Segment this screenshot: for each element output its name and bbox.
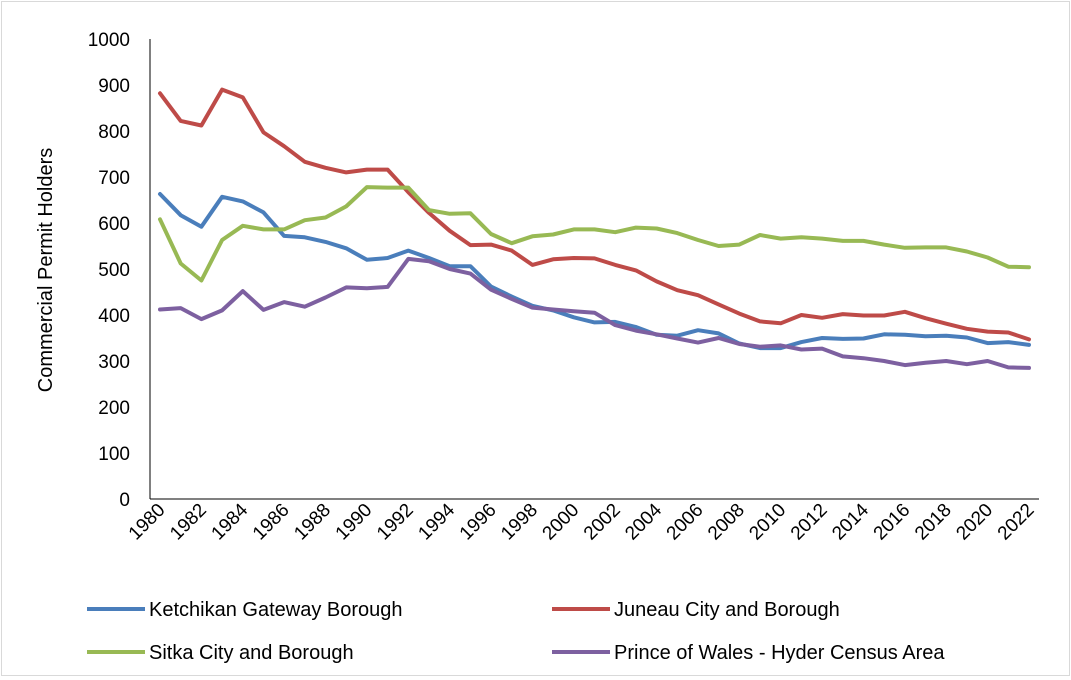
x-tick-label: 1982: [166, 500, 211, 545]
legend-label: Prince of Wales - Hyder Census Area: [614, 642, 945, 664]
y-tick-label: 1000: [88, 30, 130, 51]
y-tick-label: 200: [98, 398, 130, 419]
x-tick-label: 1988: [290, 500, 335, 545]
x-tick-label: 1998: [497, 500, 542, 545]
x-tick-label: 2004: [621, 499, 666, 544]
x-tick-labels: 1980198219841986198819901992199419961998…: [125, 499, 1039, 544]
series-line-3: [158, 185, 1031, 283]
series-line-1: [158, 192, 1031, 351]
legend: Ketchikan Gateway Borough Juneau City and…: [87, 599, 945, 664]
x-tick-label: 2000: [539, 500, 584, 545]
y-tick-label: 300: [98, 352, 130, 373]
x-tick-label: 2006: [663, 500, 708, 545]
x-tick-label: 2014: [828, 499, 873, 544]
x-tick-label: 1990: [332, 500, 377, 545]
x-tick-label: 1996: [456, 500, 501, 545]
x-tick-label: 2008: [704, 500, 749, 545]
x-tick-label: 2018: [911, 500, 956, 545]
x-tick-label: 2012: [787, 500, 832, 545]
legend-label: Sitka City and Borough: [149, 642, 354, 664]
x-tick-label: 2016: [870, 500, 915, 545]
x-tick-label: 2010: [746, 500, 791, 545]
legend-label: Juneau City and Borough: [614, 599, 840, 621]
x-tick-label: 1994: [414, 499, 459, 544]
x-tick-label: 1986: [249, 500, 294, 545]
y-tick-label: 500: [98, 260, 130, 281]
y-tick-label: 600: [98, 214, 130, 235]
y-tick-label: 400: [98, 306, 130, 327]
axes: [149, 39, 1039, 500]
y-tick-labels: 0 100 200 300 400 500 600 700 800 900 1000: [88, 30, 130, 511]
x-tick-label: 2002: [580, 500, 625, 545]
legend-label: Ketchikan Gateway Borough: [149, 599, 403, 621]
x-tick-label: 1992: [373, 500, 418, 545]
y-tick-label: 800: [98, 122, 130, 143]
y-tick-label: 700: [98, 168, 130, 189]
x-tick-label: 1980: [125, 500, 170, 545]
y-tick-label: 100: [98, 444, 130, 465]
x-tick-label: 2020: [952, 500, 997, 545]
series-line-2: [158, 87, 1031, 342]
x-tick-label: 1984: [208, 499, 253, 544]
series-line-4: [158, 256, 1031, 370]
y-tick-label: 900: [98, 76, 130, 97]
x-tick-label: 2022: [994, 500, 1039, 545]
y-axis-title: Commercial Permit Holders: [35, 148, 57, 393]
series-lines: [158, 87, 1031, 370]
y-tick-label: 0: [119, 490, 130, 511]
